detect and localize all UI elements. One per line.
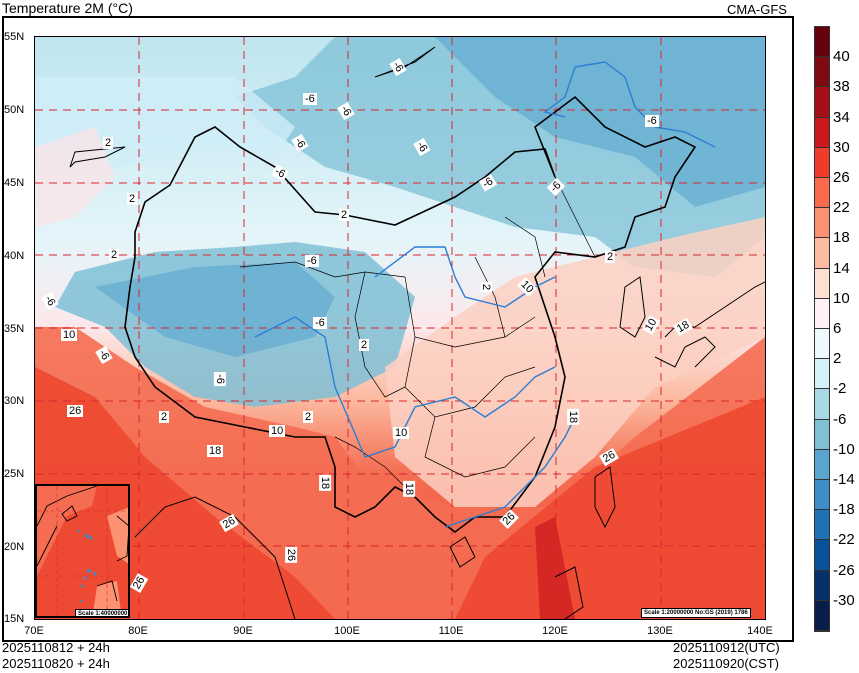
colorbar-bin [815,87,829,118]
colorbar-bin [815,238,829,269]
colorbar-bin [815,268,829,299]
colorbar-tick-label: -14 [833,471,855,488]
colorbar-bin [815,540,829,571]
colorbar-tick-label: 6 [833,320,842,337]
contour-value-label: 2 [605,251,616,263]
colorbar-tick-label: 34 [833,108,850,126]
contour-value-label: 10 [269,425,286,437]
contour-value-label: 2 [109,249,120,261]
inset-map-canvas [37,486,128,616]
colorbar-bin [815,449,829,480]
colorbar-bin [815,359,829,390]
colorbar-bin [815,570,829,601]
colorbar-tick-label: -2 [833,380,847,398]
colorbar-bin [815,510,829,541]
contour-value-label: 2 [480,281,493,293]
contour-value-label: 2 [159,411,170,423]
contour-value-label: 2 [127,193,138,205]
map-title: Temperature 2M (°C) [2,0,133,16]
lon-label-140e: 140E [747,625,773,637]
lat-label-40n: 40N [4,250,25,262]
colorbar-bin [815,329,829,360]
colorbar-bin [815,480,829,511]
lon-label-130e: 130E [647,625,673,637]
lat-label-25n: 25N [4,468,25,480]
colorbar-tick-label: -26 [833,561,855,579]
contour-value-label: -6 [305,255,319,267]
lat-label-30n: 30N [4,395,25,407]
inset-scale-label: Scale 1:40000000 [75,609,128,616]
colorbar-bin [815,27,829,58]
province-boundaries [239,176,596,498]
colorbar-bin [815,57,829,88]
lat-label-50n: 50N [4,104,25,116]
lon-label-70e: 70E [24,625,44,637]
colorbar-tick-label: 40 [833,48,850,66]
valid-time-cst: 2025110920(CST) [673,656,779,671]
colorbar-tick-label: 22 [833,199,850,217]
south-china-sea-inset: Scale 1:40000000 [35,484,130,618]
model-name: CMA-GFS [727,2,787,17]
plot-frame [2,16,794,642]
colorbar-tick-label: 30 [833,138,850,156]
colorbar-tick-label: -10 [833,440,855,458]
colorbar-tick-label: 26 [833,169,850,186]
colorbar-bin [815,208,829,239]
contour-value-label: 10 [393,427,410,439]
colorbar-bin [815,419,829,450]
contour-value-label: -6 [313,317,327,329]
contour-value-label: 18 [403,480,416,498]
colorbar-tick-label: -18 [833,501,855,519]
contour-value-label: 2 [359,339,370,351]
colorbar-bin [815,298,829,329]
lat-label-35n: 35N [4,323,25,335]
colorbar-tick-label: 38 [833,78,850,96]
init-time-utc: 2025110812 + 24h [2,640,110,655]
colorbar-tick-label: 14 [833,259,850,277]
colorbar-tick-label: -6 [833,410,847,428]
colorbar-bin [815,178,829,209]
lon-label-90e: 90E [233,625,253,637]
contour-value-label: 2 [339,209,350,221]
lon-label-110e: 110E [438,625,464,637]
valid-time-utc: 2025110912(UTC) [673,640,780,655]
contour-value-label: 10 [61,329,78,341]
colorbar-bin [815,389,829,420]
colorbar-bin [815,117,829,148]
colorbar-bin [815,600,829,631]
contour-value-label: 18 [319,474,332,492]
temperature-colorbar [814,26,830,632]
lon-label-100e: 100E [334,625,360,637]
lat-label-45n: 45N [4,177,25,189]
contour-value-label: 26 [285,546,298,564]
map-scale-label: Scale 1:20000000 No:GS (2019) 1786 [641,608,751,618]
contour-value-label: 2 [303,411,314,423]
lat-label-15n: 15N [4,613,25,625]
contour-value-label: -6 [213,372,226,386]
coastlines [69,46,765,619]
colorbar-tick-label: 2 [833,350,842,368]
lon-label-80e: 80E [128,625,148,637]
lon-label-120e: 120E [542,625,568,637]
lat-label-55n: 55N [4,31,25,43]
colorbar-tick-label: -30 [833,591,855,609]
colorbar-tick-label: -22 [833,531,855,549]
map-canvas [35,37,765,619]
colorbar-tick-label: 10 [833,289,850,307]
temperature-map[interactable]: 2 2 2 -6 -6 -6 -6 -6 -6 -6 -6 -6 -6 -6 -6 -6 -6 2 2 2 2 2 2 10 1… [34,36,766,620]
colorbar-tick-label: 18 [833,229,850,247]
colorbar-bin [815,147,829,178]
contour-value-label: -6 [645,115,659,127]
lat-label-20n: 20N [4,541,25,553]
contour-value-label: -6 [303,93,317,105]
contour-value-label: 18 [207,445,224,457]
init-time-cst: 2025110820 + 24h [2,656,110,671]
contour-value-label: 26 [67,405,84,417]
contour-value-label: 2 [103,137,114,149]
contour-value-label: 18 [567,408,580,426]
